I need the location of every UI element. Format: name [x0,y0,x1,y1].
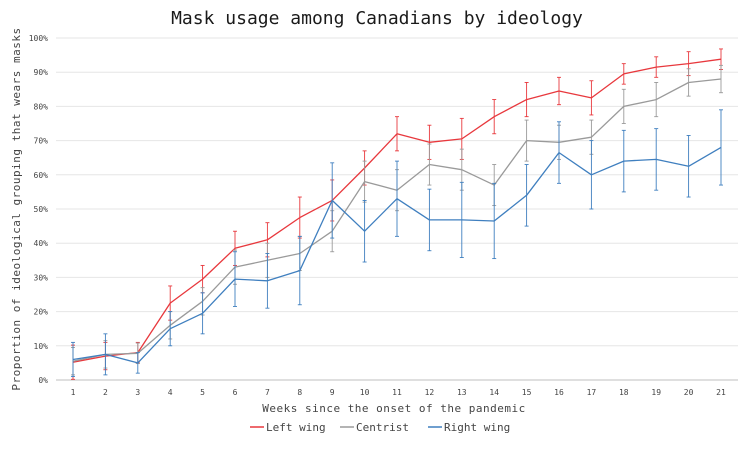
x-tick-label: 15 [522,388,532,397]
y-tick-label: 0% [38,376,48,385]
x-tick-label: 5 [200,388,205,397]
x-tick-label: 4 [168,388,173,397]
legend-item-right-wing: Right wing [428,421,510,434]
y-tick-label: 60% [34,171,49,180]
x-tick-label: 11 [392,388,402,397]
x-tick-label: 20 [684,388,694,397]
x-tick-label: 16 [554,388,564,397]
x-tick-label: 18 [619,388,629,397]
x-tick-label: 12 [425,388,435,397]
y-tick-label: 10% [34,342,49,351]
x-tick-label: 8 [297,388,302,397]
x-tick-label: 10 [360,388,370,397]
legend-label: Left wing [266,421,326,434]
x-tick-label: 6 [233,388,238,397]
x-tick-label: 14 [489,388,499,397]
x-tick-label: 17 [587,388,597,397]
y-tick-label: 30% [34,273,49,282]
legend-item-left-wing: Left wing [250,421,326,434]
x-tick-label: 13 [457,388,467,397]
x-tick-label: 19 [651,388,661,397]
x-tick-label: 3 [135,388,140,397]
data-series [71,49,723,379]
y-tick-label: 90% [34,68,49,77]
x-tick-label: 7 [265,388,270,397]
legend-label: Right wing [444,421,510,434]
legend-label: Centrist [356,421,409,434]
x-axis-label: Weeks since the onset of the pandemic [262,402,526,415]
legend: Left wing Centrist Right wing [250,421,510,434]
y-tick-label: 20% [34,308,49,317]
x-tick-label: 2 [103,388,108,397]
y-tick-label: 40% [34,239,49,248]
x-tick-label: 1 [71,388,76,397]
legend-item-centrist: Centrist [340,421,409,434]
x-tick-label: 9 [330,388,335,397]
y-axis-label: Proportion of ideological grouping that … [10,27,23,390]
x-tick-label: 21 [716,388,726,397]
y-tick-label: 70% [34,137,49,146]
chart-title: Mask usage among Canadians by ideology [171,8,583,29]
y-tick-label: 100% [29,34,48,43]
y-tick-label: 50% [34,205,49,214]
y-tick-label: 80% [34,102,49,111]
